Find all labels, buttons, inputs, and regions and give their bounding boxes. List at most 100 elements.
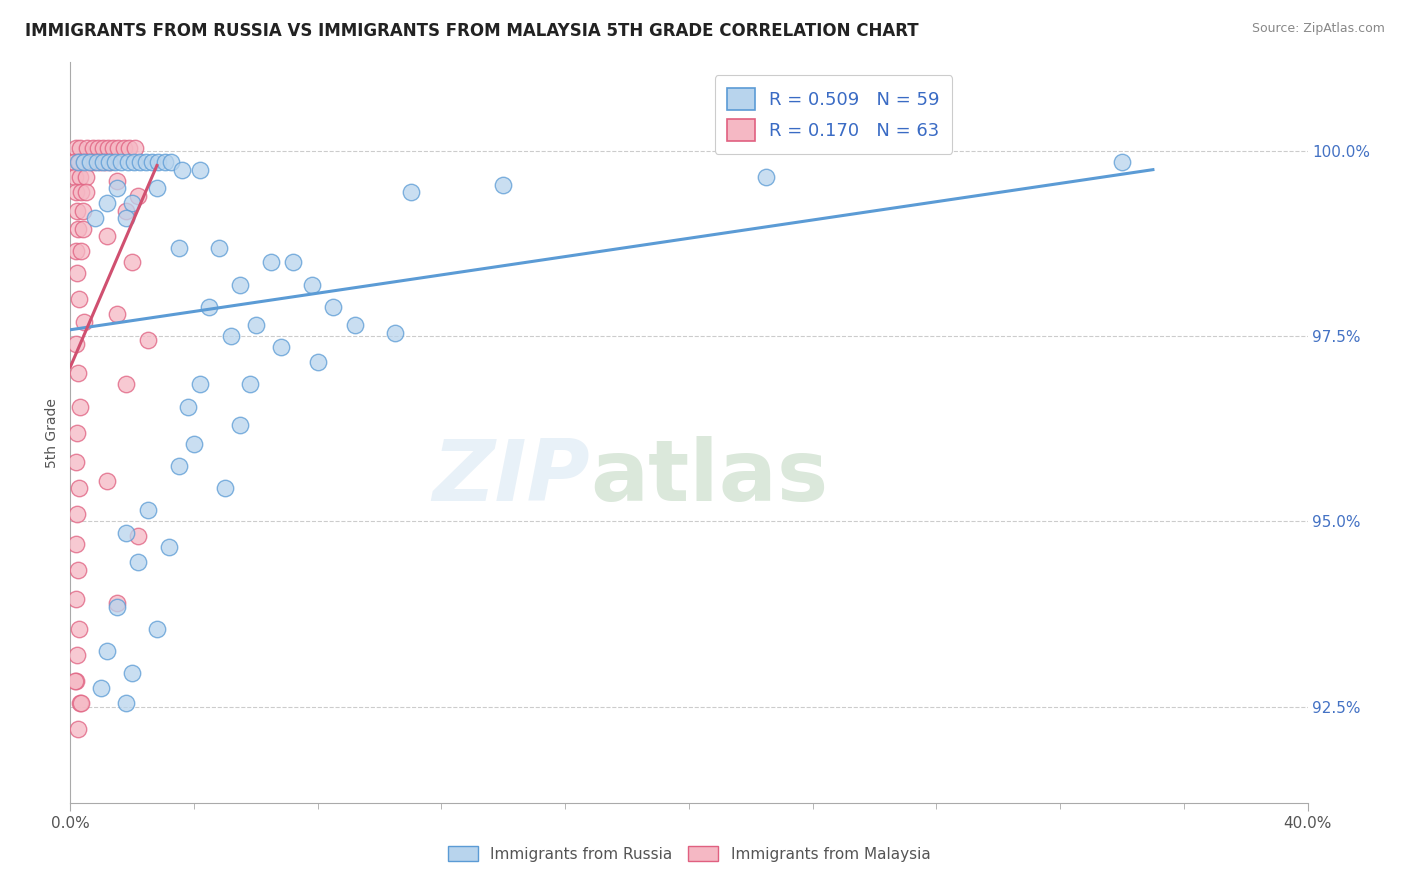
Point [67, 481, 90, 495]
Point [91, 155, 114, 169]
Text: atlas: atlas [591, 435, 828, 518]
Point [208, 241, 231, 255]
Point [1111, 155, 1133, 169]
Point [170, 162, 193, 177]
Point [82, 140, 104, 154]
Point [117, 155, 139, 169]
Point [75, 170, 97, 185]
Point [121, 255, 143, 269]
Point [136, 503, 159, 517]
Point [65, 455, 87, 469]
Point [69, 140, 91, 154]
Point [124, 140, 146, 154]
Point [86, 140, 108, 154]
Point [66, 648, 89, 662]
Point [67, 155, 90, 169]
Point [101, 140, 124, 154]
Point [198, 300, 221, 314]
Point [105, 181, 128, 195]
Point [65, 140, 87, 154]
Point [229, 418, 252, 433]
Point [104, 155, 127, 169]
Point [115, 211, 138, 225]
Text: Source: ZipAtlas.com: Source: ZipAtlas.com [1251, 22, 1385, 36]
Point [66, 507, 89, 521]
Point [136, 333, 159, 347]
Point [167, 241, 190, 255]
Point [98, 155, 120, 169]
Point [127, 188, 149, 202]
Point [107, 140, 129, 154]
Point [183, 436, 205, 450]
Point [121, 666, 143, 681]
Point [96, 229, 118, 244]
Point [69, 170, 91, 185]
Point [245, 318, 267, 333]
Point [219, 329, 242, 343]
Point [91, 140, 114, 154]
Point [105, 599, 128, 614]
Point [127, 555, 149, 569]
Point [307, 355, 329, 369]
Point [177, 400, 200, 414]
Point [755, 170, 778, 185]
Point [260, 255, 283, 269]
Point [188, 162, 211, 177]
Point [70, 244, 93, 259]
Point [96, 196, 118, 211]
Point [67, 222, 90, 236]
Point [399, 185, 422, 199]
Point [63, 155, 86, 169]
Point [96, 644, 118, 658]
Point [67, 367, 90, 381]
Point [157, 541, 180, 555]
Point [73, 315, 96, 329]
Point [72, 222, 94, 236]
Point [66, 425, 89, 440]
Point [141, 155, 163, 169]
Point [127, 529, 149, 543]
Point [322, 300, 344, 314]
Point [214, 481, 236, 495]
Point [69, 696, 91, 710]
Point [76, 140, 98, 154]
Point [65, 185, 87, 199]
Point [301, 277, 323, 292]
Point [86, 155, 108, 169]
Point [105, 174, 128, 188]
Point [160, 155, 183, 169]
Point [188, 377, 211, 392]
Point [343, 318, 366, 333]
Point [270, 341, 292, 355]
Point [65, 592, 87, 607]
Point [90, 681, 112, 695]
Point [65, 244, 87, 259]
Point [79, 155, 101, 169]
Point [115, 203, 138, 218]
Point [129, 155, 152, 169]
Point [66, 203, 89, 218]
Point [67, 722, 90, 736]
Point [75, 185, 97, 199]
Point [239, 377, 262, 392]
Point [84, 211, 107, 225]
Point [122, 155, 145, 169]
Point [146, 181, 169, 195]
Point [65, 336, 87, 351]
Point [72, 203, 94, 218]
Point [67, 293, 90, 307]
Point [167, 458, 190, 473]
Point [121, 196, 143, 211]
Point [135, 155, 157, 169]
Point [148, 155, 170, 169]
Point [96, 474, 118, 488]
Point [67, 155, 90, 169]
Point [98, 155, 121, 169]
Point [69, 400, 91, 414]
Point [110, 155, 132, 169]
Point [153, 155, 176, 169]
Point [105, 307, 128, 321]
Point [112, 140, 135, 154]
Point [118, 140, 141, 154]
Point [83, 155, 105, 169]
